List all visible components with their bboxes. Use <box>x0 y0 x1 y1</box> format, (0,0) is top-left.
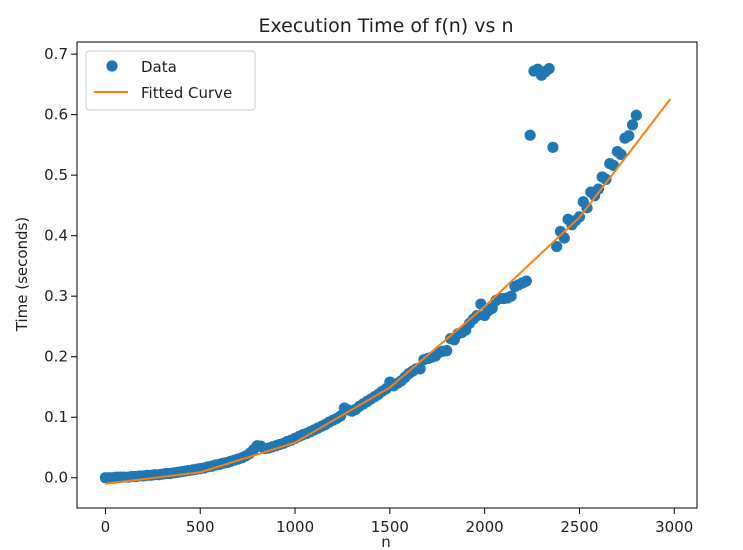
x-tick-label: 1000 <box>276 518 314 536</box>
data-point <box>615 148 627 161</box>
data-point <box>626 119 639 131</box>
data-point <box>524 129 536 141</box>
data-point <box>543 63 555 75</box>
series-layer <box>99 63 672 485</box>
y-tick-label: 0.1 <box>44 408 68 426</box>
x-axis-label: n <box>381 533 391 550</box>
x-tick-label: 2500 <box>560 518 598 536</box>
legend-data-label: Data <box>141 58 177 76</box>
y-tick-label: 0.2 <box>44 348 68 366</box>
x-tick-label: 1500 <box>371 518 409 536</box>
y-tick-label: 0.3 <box>44 287 68 305</box>
legend-layer: Data Fitted Curve <box>85 50 256 111</box>
data-point <box>520 275 532 287</box>
data-point <box>592 183 605 195</box>
data-point <box>551 240 563 253</box>
plot-frame <box>76 41 698 509</box>
x-tick-label: 0 <box>101 518 111 536</box>
x-tick-label: 500 <box>186 518 215 536</box>
x-tick-label: 2000 <box>466 518 504 536</box>
y-tick-label: 0.7 <box>44 45 68 63</box>
data-point <box>600 173 612 185</box>
y-tick-label: 0.4 <box>44 227 68 245</box>
legend-box <box>85 50 256 111</box>
x-tick-label: 3000 <box>655 518 693 536</box>
y-tick-label: 0.6 <box>44 106 68 124</box>
data-point <box>505 290 517 302</box>
chart-title: Execution Time of f(n) vs n <box>259 15 514 37</box>
data-point <box>441 345 453 357</box>
legend-fitted-label: Fitted Curve <box>141 84 232 102</box>
data-point <box>623 130 635 142</box>
data-point <box>414 363 426 375</box>
axes-layer: 0 500 1000 1500 2000 2500 3000 0.0 0.1 0.2 0.3 0.4 0… <box>44 41 698 536</box>
y-axis-label: Time (seconds) <box>13 217 31 333</box>
y-tick-label: 0.0 <box>44 469 68 487</box>
legend-data-marker <box>106 60 118 72</box>
fitted-curve-line <box>105 98 672 485</box>
data-point <box>547 141 559 153</box>
y-tick-label: 0.5 <box>44 166 68 184</box>
data-point <box>630 109 642 121</box>
